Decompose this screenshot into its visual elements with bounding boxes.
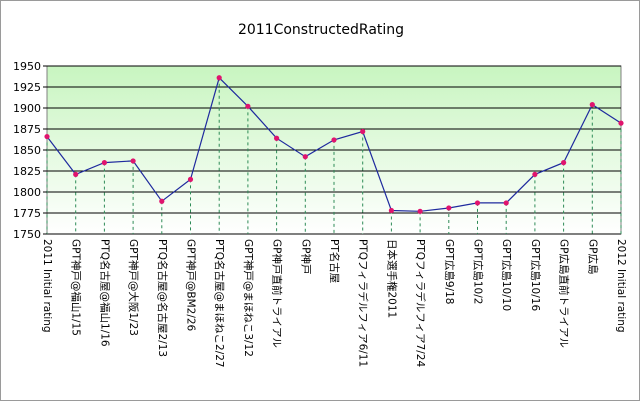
y-tick-label: 1875 [13, 123, 41, 136]
data-point [130, 158, 136, 164]
data-point [474, 200, 481, 206]
x-tick-label: GPT広島10/10 [500, 239, 513, 311]
x-tick-label: GPT広島9/18 [443, 239, 456, 304]
y-tick-label: 1950 [13, 60, 41, 73]
data-point [532, 171, 538, 177]
data-point [245, 103, 251, 109]
data-point [44, 133, 50, 140]
x-tick-label: GPT神戸@BM2/26 [185, 239, 198, 332]
x-tick-label: GPT広島10/16 [529, 239, 542, 311]
x-tick-label: PTQ名古屋@まほねこ2/27 [213, 239, 226, 368]
y-tick-label: 1900 [13, 102, 41, 115]
x-tick-label: GP神戸直前トライアル [271, 239, 284, 348]
y-tick-label: 1775 [13, 207, 41, 220]
data-point [360, 128, 366, 135]
y-tick-label: 1825 [13, 165, 41, 178]
x-tick-label: 2011 Initial rating [41, 239, 53, 333]
y-tick-label: 1925 [13, 81, 41, 94]
x-tick-label: PTQフィラデルフィア6/11 [357, 239, 370, 367]
y-tick-label: 1750 [13, 228, 41, 241]
data-point [73, 171, 79, 177]
data-point [331, 137, 337, 143]
y-tick-label: 1850 [13, 144, 41, 157]
y-tick-label: 1800 [13, 186, 41, 199]
x-tick-label: GP神戸 [299, 239, 312, 274]
x-tick-label: PTQ名古屋@福山1/16 [98, 239, 111, 347]
x-tick-label: GP広島直前トライアル [558, 239, 571, 348]
data-point [446, 205, 452, 211]
data-point [187, 176, 194, 182]
data-point [503, 200, 509, 206]
x-tick-label: 2012 Initial rating [615, 239, 627, 333]
data-point [302, 154, 308, 160]
chart-title: 2011ConstructedRating [238, 22, 404, 38]
x-tick-label: GP広島 [586, 239, 599, 274]
data-point [216, 75, 222, 81]
x-tick-label: PTQ名古屋@名古屋2/13 [156, 239, 169, 357]
data-point [618, 120, 624, 126]
data-point [417, 208, 423, 214]
data-point [101, 160, 107, 166]
x-tick-label: GPT神戸@まほねこ3/12 [242, 239, 255, 357]
data-point [589, 102, 595, 108]
data-point [561, 160, 567, 166]
x-tick-label: GPT神戸@大阪1/23 [127, 239, 140, 336]
data-point [159, 198, 165, 204]
data-point [274, 135, 280, 141]
x-tick-label: PT名古屋 [328, 239, 341, 283]
x-tick-label: 日本選手権2011 [385, 239, 398, 318]
x-tick-label: GPT広島10/2 [472, 239, 485, 304]
x-tick-label: PTQフィラデルフィア7/24 [414, 239, 427, 367]
x-tick-label: GPT神戸@福山1/15 [70, 239, 83, 336]
data-point [388, 207, 394, 214]
